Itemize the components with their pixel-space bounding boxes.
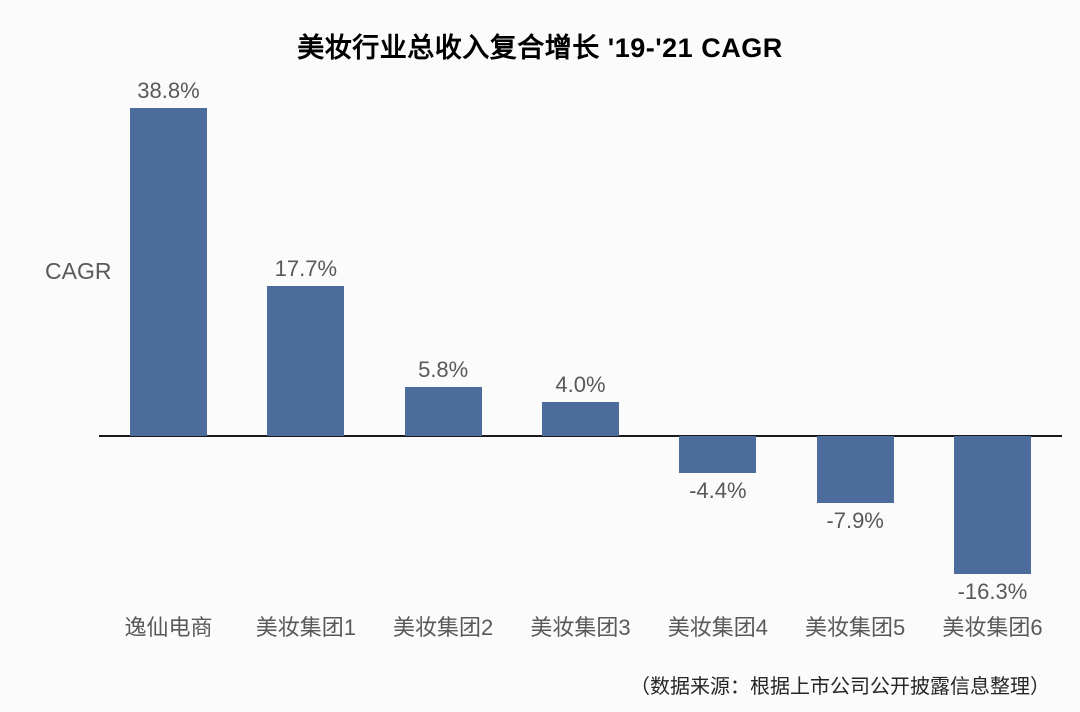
category-label: 美妆集团6	[942, 615, 1043, 640]
value-label: 38.8%	[137, 78, 200, 104]
bar-美妆集团6	[953, 436, 1031, 574]
source-note: （数据来源：根据上市公司公开披露信息整理）	[630, 676, 1050, 698]
y-axis-label: CAGR	[45, 258, 112, 284]
value-label: 17.7%	[274, 256, 338, 282]
category-label: 美妆集团3	[530, 615, 631, 640]
bar-美妆集团4	[679, 436, 757, 474]
value-label: 5.8%	[418, 356, 469, 382]
chart-title: 美妆行业总收入复合增长 '19-'21 CAGR	[297, 33, 783, 63]
bar-逸仙电商	[130, 108, 207, 436]
value-label: -7.9%	[826, 507, 884, 533]
x-axis-line	[99, 435, 1062, 437]
category-label: 美妆集团5	[805, 615, 906, 640]
bar-美妆集团2	[404, 386, 482, 436]
category-label: 美妆集团2	[393, 615, 494, 640]
category-label: 逸仙电商	[124, 615, 213, 640]
value-label: 4.0%	[555, 372, 606, 398]
category-label: 美妆集团4	[667, 615, 768, 640]
value-label: -4.4%	[689, 478, 747, 504]
category-label: 美妆集团1	[255, 615, 356, 640]
bar-美妆集团1	[267, 286, 345, 436]
bar-美妆集团3	[541, 402, 619, 436]
value-label: -16.3%	[957, 578, 1028, 604]
bar-美妆集团5	[816, 436, 894, 503]
